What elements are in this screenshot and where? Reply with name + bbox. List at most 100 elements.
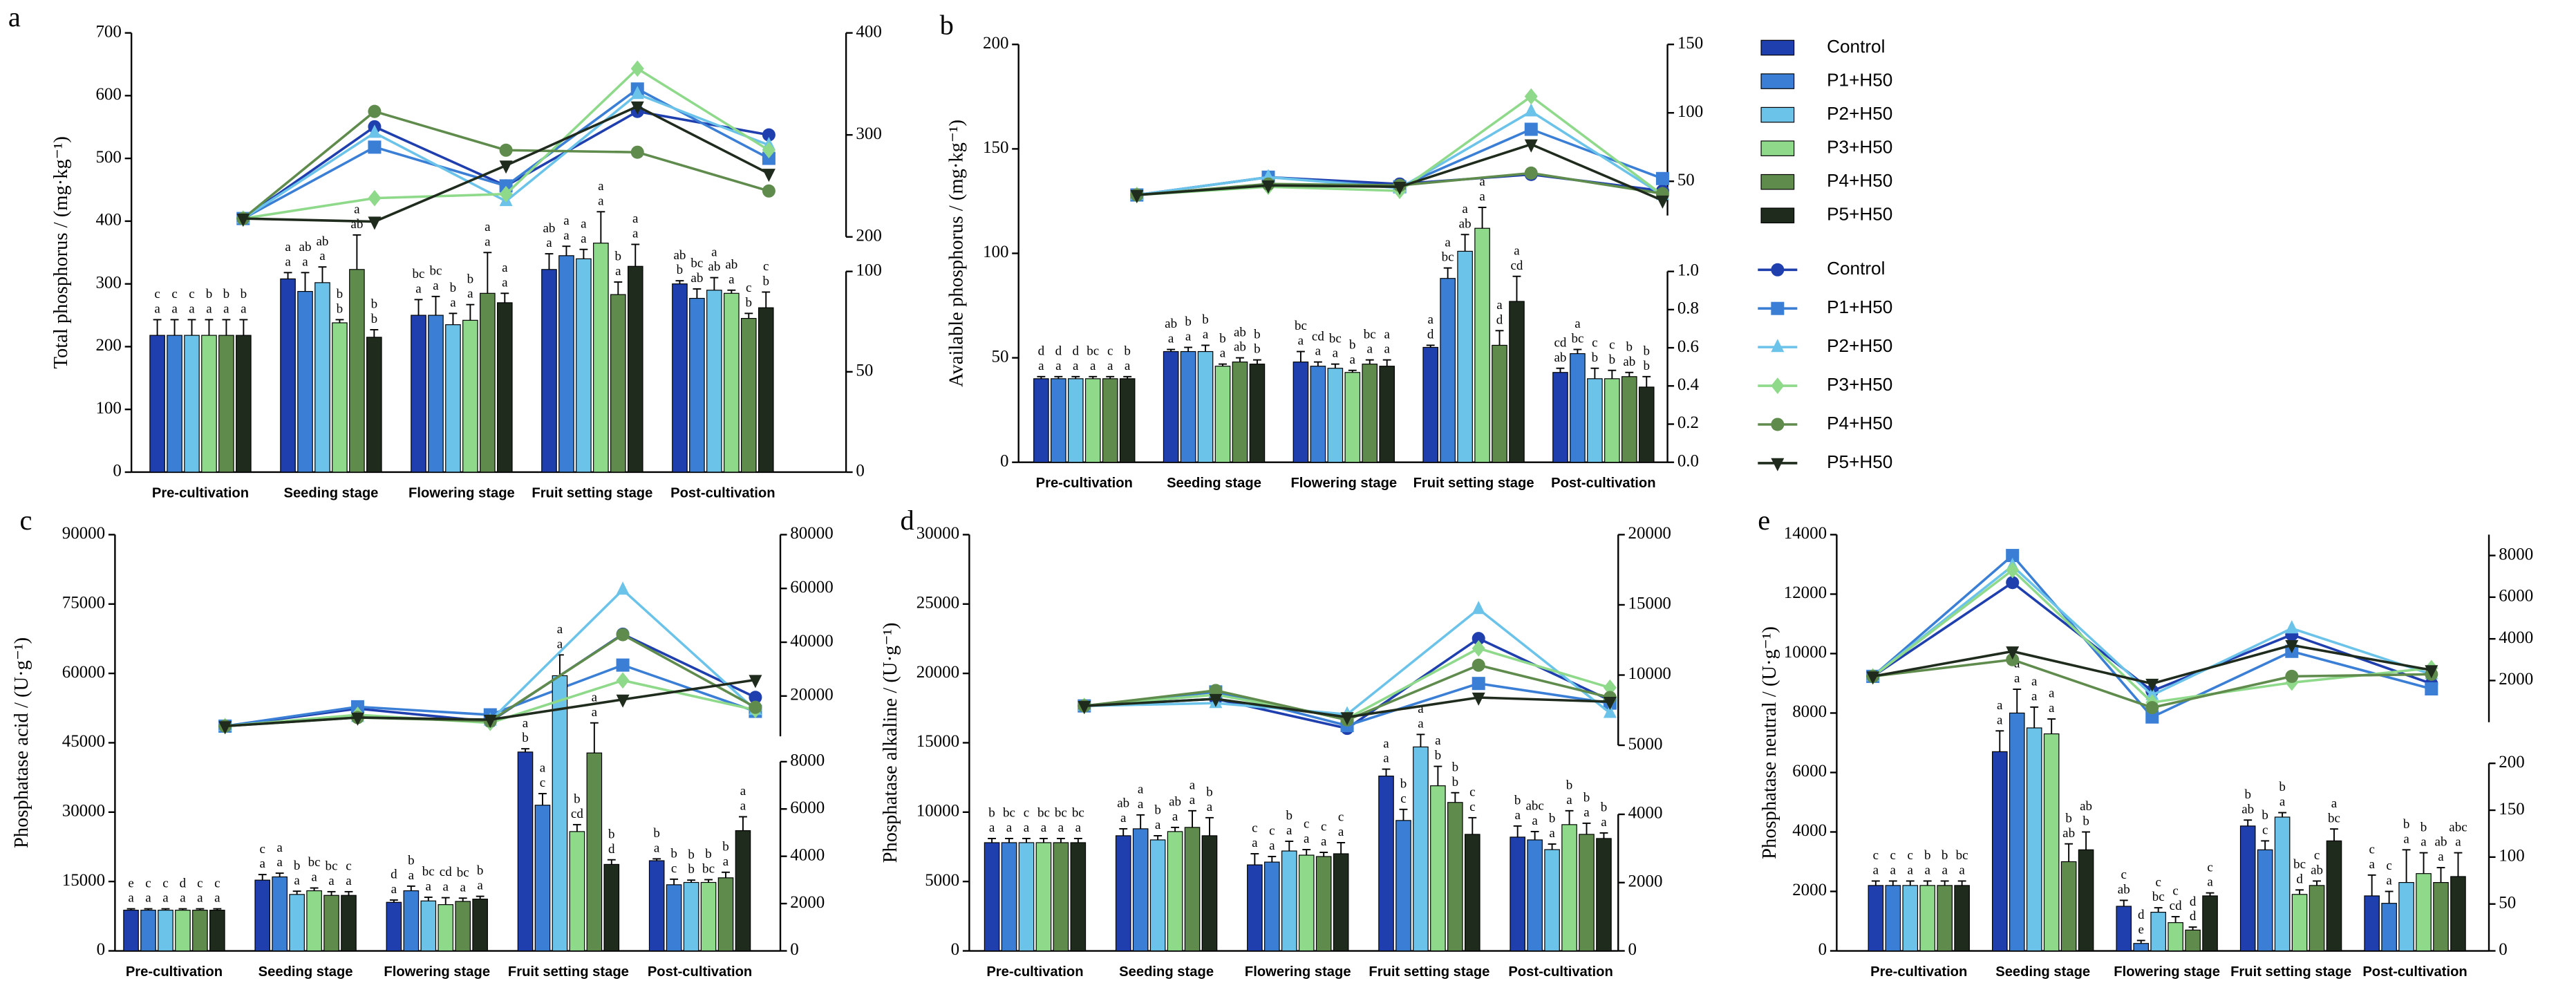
- significance-letter: c: [1469, 800, 1475, 814]
- bar: [1474, 227, 1490, 463]
- significance-letter: ab: [1117, 796, 1129, 811]
- significance-letter: ab: [350, 217, 363, 232]
- significance-letter: b: [688, 848, 695, 862]
- line-marker: [368, 216, 382, 230]
- significance-letter: b: [223, 287, 230, 301]
- line-marker: [368, 189, 382, 207]
- significance-letter: b: [688, 862, 695, 877]
- significance-letter: b: [1154, 803, 1161, 818]
- significance-letter: a: [546, 236, 552, 250]
- significance-letter: b: [1566, 778, 1573, 792]
- legend-marker: [1771, 418, 1785, 431]
- significance-letter: a: [1418, 702, 1424, 716]
- y2-tick-label: 20000: [1628, 524, 1671, 543]
- significance-letter: c: [154, 287, 160, 301]
- bar: [2060, 861, 2077, 952]
- bar: [1051, 378, 1066, 463]
- bar: [184, 335, 200, 473]
- significance-letter: bc: [2328, 811, 2340, 825]
- significance-letter: a: [1073, 359, 1079, 373]
- bar: [541, 269, 557, 473]
- significance-letter: b: [1349, 337, 1356, 352]
- bar: [420, 900, 437, 952]
- significance-letter: a: [1168, 332, 1174, 346]
- line-marker: [1524, 139, 1538, 153]
- line-marker: [616, 672, 630, 689]
- x-tick-label: Flowering stage: [1245, 964, 1351, 980]
- line-marker: [1524, 166, 1538, 180]
- bar: [735, 830, 751, 952]
- significance-letter: c: [2262, 823, 2268, 837]
- significance-letter: e: [128, 876, 133, 890]
- bar: [1527, 839, 1543, 952]
- significance-letter: ab: [2241, 802, 2254, 816]
- significance-letter: a: [485, 220, 491, 234]
- significance-letter: a: [1321, 834, 1327, 849]
- y-tick-label: 60000: [62, 663, 105, 682]
- line-marker: [2285, 669, 2299, 683]
- bar: [610, 294, 626, 473]
- significance-letter: a: [443, 880, 449, 895]
- significance-letter: b: [746, 295, 753, 310]
- bar: [1604, 378, 1620, 463]
- significance-letter: a: [1514, 808, 1521, 823]
- significance-letter: a: [1418, 716, 1424, 731]
- significance-letter: b: [2244, 787, 2251, 802]
- significance-letter: bc: [326, 859, 338, 874]
- y3-tick-label: 100: [2499, 847, 2524, 865]
- bar: [1197, 350, 1214, 463]
- legend-label: Control: [1827, 258, 1885, 279]
- legend-swatch: [1760, 73, 1795, 89]
- significance-letter: b: [1644, 344, 1651, 358]
- significance-letter: a: [1350, 353, 1356, 367]
- significance-letter: b: [1514, 794, 1521, 808]
- y2-tick-label: 20000: [790, 686, 833, 704]
- bar: [140, 910, 156, 952]
- bar: [2450, 876, 2466, 952]
- legend-marker: [1771, 377, 1785, 394]
- legend-marker: [1771, 263, 1785, 277]
- line-marker: [1340, 712, 1354, 726]
- line-marker: [2425, 665, 2438, 679]
- significance-letter: bc: [308, 855, 321, 870]
- significance-letter: a: [2369, 857, 2375, 872]
- significance-letter: a: [259, 857, 265, 871]
- significance-letter: d: [1073, 344, 1080, 358]
- significance-letter: d: [1496, 312, 1503, 327]
- significance-letter: a: [598, 179, 604, 194]
- y3-tick-label: 2000: [1628, 872, 1663, 890]
- legend-label: P4+H50: [1827, 413, 1892, 433]
- y-tick-label: 50: [991, 347, 1008, 366]
- significance-letter: c: [2314, 848, 2320, 863]
- x-tick-label: Fruit setting stage: [1369, 964, 1489, 980]
- bar: [386, 901, 402, 952]
- significance-letter: b: [762, 274, 769, 289]
- bar: [740, 318, 757, 473]
- x-tick-label: Fruit setting stage: [508, 964, 629, 980]
- bar: [2185, 929, 2201, 952]
- bar: [1201, 835, 1218, 952]
- y-tick-label: 75000: [62, 593, 105, 612]
- legend-label: P2+H50: [1827, 335, 1892, 356]
- y3-tick-label: 0: [790, 940, 798, 959]
- significance-letter: a: [197, 891, 203, 906]
- line-marker: [1866, 671, 1880, 685]
- significance-letter: a: [285, 254, 291, 269]
- bar: [175, 910, 191, 952]
- significance-letter: c: [1252, 821, 1257, 836]
- bar: [2009, 712, 2025, 952]
- legend-label: Control: [1827, 36, 1885, 57]
- significance-letter: a: [1090, 359, 1096, 373]
- y3-tick-label: 50: [856, 362, 873, 380]
- legend-label: P1+H50: [1827, 297, 1892, 317]
- significance-letter: cd: [2170, 899, 2182, 913]
- bar: [1102, 378, 1118, 463]
- line-marker: [1472, 658, 1485, 672]
- y-axis-title: Phosphatase alkaline / (U·g⁻¹): [880, 623, 901, 863]
- significance-letter: a: [128, 891, 134, 906]
- significance-letter: a: [241, 301, 247, 316]
- line-marker: [762, 169, 775, 183]
- x-tick-label: Post-cultivation: [670, 485, 775, 500]
- significance-letter: a: [460, 880, 466, 895]
- significance-letter: a: [1107, 359, 1113, 373]
